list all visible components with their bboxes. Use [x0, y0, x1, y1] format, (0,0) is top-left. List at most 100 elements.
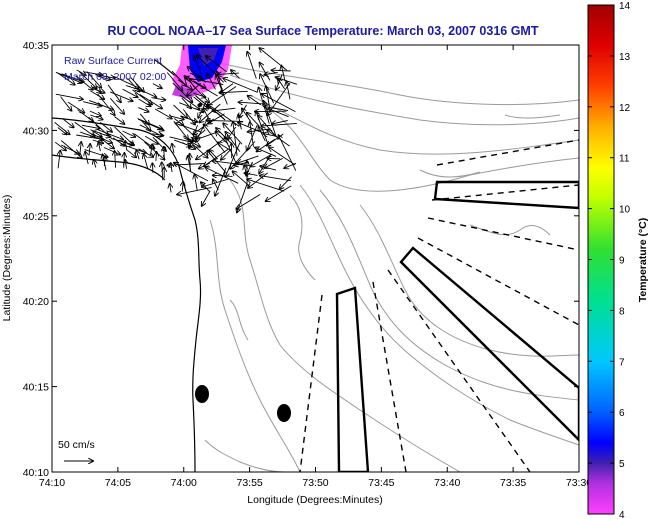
current-vector-arrow: [265, 157, 283, 168]
colorbar-tick-label: 14: [619, 1, 631, 12]
current-vector-arrow: [261, 122, 297, 126]
colorbar-tick-label: 9: [619, 256, 625, 267]
colorbar-tick-label: 4: [619, 510, 625, 519]
current-vector-arrow: [97, 129, 123, 140]
y-axis-ticks: 40:35 40:30 40:25 40:20 40:15 40:10: [23, 40, 579, 479]
x-tick-label: 73:55: [236, 477, 262, 489]
current-vector-arrow: [268, 109, 289, 118]
colorbar-ticks: 4 5 6 7 8 9 10 11 12 13 14: [588, 1, 631, 519]
current-vector-arrow: [238, 115, 242, 130]
current-vector-arrow: [250, 122, 254, 147]
current-vector-arrow: [90, 90, 104, 99]
colorbar-tick-label: 12: [619, 103, 631, 114]
current-vector-arrow: [170, 184, 171, 193]
current-vector-arrow: [90, 114, 102, 120]
current-vector-arrow: [269, 147, 296, 166]
current-vector-arrow: [127, 78, 140, 91]
polygon-north: [433, 180, 579, 210]
current-vector-arrow: [80, 142, 82, 156]
current-vector-arrow: [77, 109, 94, 122]
colorbar-tick-label: 8: [619, 306, 625, 317]
current-vector-arrow: [139, 94, 162, 109]
surface-current-vectors: [54, 48, 298, 212]
current-vector-arrow: [100, 122, 112, 131]
current-vector-arrow: [267, 133, 284, 146]
colorbar-label: Temperature (°C): [637, 218, 649, 303]
current-vector-arrow: [272, 70, 291, 71]
x-axis-label: Longitude (Degrees:Minutes): [247, 494, 382, 506]
current-vector-arrow: [194, 56, 202, 74]
current-vector-arrow: [207, 74, 216, 90]
current-vector-arrow: [57, 72, 75, 85]
current-vector-arrow: [176, 123, 201, 133]
current-vector-arrow: [138, 107, 148, 112]
current-vector-arrow: [193, 92, 205, 97]
current-vector-arrow: [62, 118, 74, 128]
x-tick-label: 73:50: [302, 477, 328, 489]
current-vector-arrow: [55, 93, 83, 99]
current-vector-arrow: [215, 167, 227, 196]
current-vector-arrow: [177, 186, 212, 194]
current-vector-arrow: [221, 148, 232, 160]
current-vector-arrow: [244, 165, 247, 178]
station-markers: [195, 385, 291, 422]
x-tick-label: 74:10: [39, 477, 65, 489]
current-vector-arrow: [171, 70, 186, 86]
current-vector-arrow: [278, 135, 297, 171]
current-vector-arrow: [112, 137, 125, 146]
x-tick-label: 74:05: [105, 477, 131, 489]
current-vector-arrow: [152, 163, 153, 173]
current-vector-arrow: [278, 79, 285, 90]
current-vector-arrow: [137, 118, 163, 129]
current-vector-arrow: [286, 82, 291, 100]
current-vector-arrow: [85, 152, 88, 165]
current-vector-arrow: [86, 71, 102, 88]
y-tick-label: 40:10: [23, 467, 49, 479]
current-vector-arrow: [206, 56, 227, 73]
current-vector-arrow: [181, 142, 195, 149]
current-vector-arrow: [79, 71, 97, 88]
x-tick-label: 73:30: [566, 477, 592, 489]
legend-line-2: March 03, 2007 02:00: [64, 71, 166, 83]
current-vector-arrow: [199, 103, 221, 122]
current-vector-arrow: [266, 185, 292, 201]
current-vector-arrow: [98, 142, 100, 152]
current-vector-arrow: [139, 124, 162, 136]
current-vector-arrow: [60, 140, 82, 159]
x-tick-label: 73:45: [368, 477, 394, 489]
current-vector-arrow: [186, 138, 207, 158]
current-vector-arrow: [247, 113, 260, 127]
current-vector-arrow: [67, 101, 84, 113]
current-vector-arrow: [60, 96, 72, 111]
current-vector-arrow: [216, 131, 228, 144]
current-vector-arrow: [152, 83, 162, 89]
current-vector-arrow: [188, 67, 207, 83]
radar-range-dashes: [299, 139, 579, 472]
current-vector-arrow: [247, 179, 285, 192]
current-vector-arrow: [264, 107, 289, 112]
current-vector-arrow: [266, 86, 271, 109]
current-vector-arrow: [187, 82, 201, 96]
current-vector-arrow: [196, 136, 227, 159]
current-vector-arrow: [114, 126, 134, 145]
bathymetry-contours: [204, 59, 579, 472]
current-vector-arrow: [263, 134, 277, 137]
current-vector-arrow: [258, 116, 277, 138]
current-vector-arrow: [98, 77, 111, 80]
current-vector-arrow: [122, 130, 136, 137]
current-vector-arrow: [196, 129, 206, 138]
current-vector-arrow: [169, 115, 184, 120]
current-vector-arrow: [182, 182, 183, 192]
station-marker: [277, 404, 291, 422]
current-vector-arrow: [220, 83, 234, 93]
current-vector-arrow: [125, 160, 126, 169]
x-axis-ticks: 74:10 74:05 74:00 73:55 73:50 73:45 73:40 73:35…: [39, 45, 592, 489]
current-vector-arrow: [195, 175, 198, 191]
map-area: 50 cm/s Raw Surface Current March 03, 20…: [52, 45, 579, 472]
current-vector-arrow: [74, 121, 95, 136]
current-vector-arrow: [238, 155, 259, 163]
current-vector-arrow: [239, 102, 268, 104]
current-vector-arrow: [144, 135, 158, 144]
current-vector-arrow: [61, 73, 84, 82]
current-vector-arrow: [136, 150, 139, 160]
